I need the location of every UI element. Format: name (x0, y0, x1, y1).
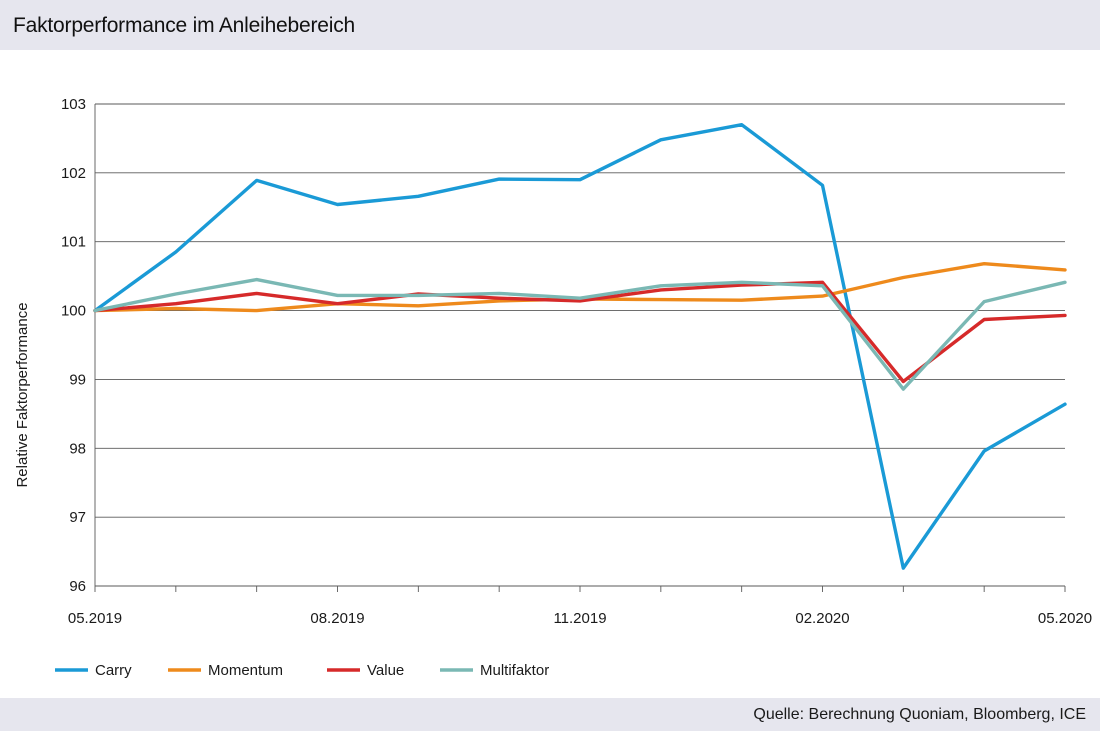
y-axis-label: Relative Faktorperformance (14, 302, 31, 487)
grid-layer (95, 103, 1065, 587)
x-tick-label: 05.2020 (1038, 610, 1092, 627)
line-chart: 96 97 98 99 100 101 102 103 05.2019 08.2019 11.201… (14, 96, 1092, 679)
axis-layer: 96 97 98 99 100 101 102 103 05.2019 08.2019 11.201… (14, 96, 1092, 627)
legend-label-carry: Carry (95, 662, 132, 679)
chart-area: 96 97 98 99 100 101 102 103 05.2019 08.2019 11.201… (0, 50, 1100, 698)
x-tick-label: 08.2019 (310, 610, 364, 627)
series-line-multifaktor (93, 277, 1067, 391)
chart-title: Faktorperformance im Anleihebereich (13, 14, 356, 37)
legend-label-value: Value (367, 662, 404, 679)
title-bar: Faktorperformance im Anleihebereich (0, 0, 1100, 50)
series-layer (93, 122, 1067, 570)
x-tick-label: 05.2019 (68, 610, 122, 627)
legend-label-momentum: Momentum (208, 662, 283, 679)
source-note: Quelle: Berechnung Quoniam, Bloomberg, I… (753, 706, 1086, 723)
y-tick-label: 100 (61, 303, 86, 320)
x-tick-label: 02.2020 (795, 610, 849, 627)
x-tick-label: 11.2019 (553, 610, 606, 627)
series-line-carry (93, 122, 1067, 570)
series-line-momentum (93, 261, 1067, 313)
legend: Carry Momentum Value Multifaktor (55, 662, 549, 679)
y-tick-label: 99 (69, 371, 86, 388)
y-tick-label: 98 (69, 440, 86, 457)
y-tick-label: 103 (61, 96, 86, 113)
y-tick-label: 96 (69, 578, 86, 595)
legend-label-multifaktor: Multifaktor (480, 662, 549, 679)
y-tick-label: 101 (61, 234, 86, 251)
source-bar: Quelle: Berechnung Quoniam, Bloomberg, I… (0, 698, 1100, 731)
series-line-value (93, 280, 1067, 384)
y-tick-label: 97 (69, 509, 86, 526)
y-tick-label: 102 (61, 165, 86, 182)
